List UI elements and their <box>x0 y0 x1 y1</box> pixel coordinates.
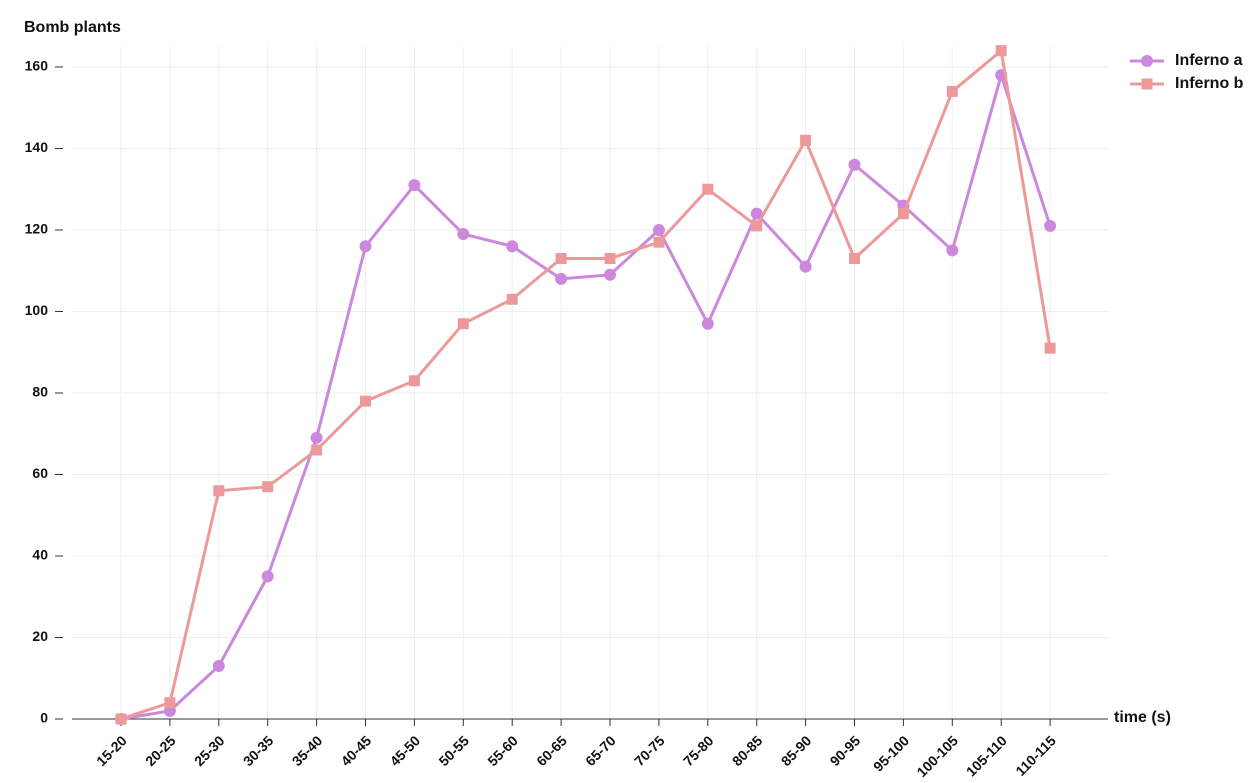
marker <box>799 260 812 273</box>
x-tick-label: 105-110 <box>963 732 1010 779</box>
x-tick-label: 50-55 <box>435 732 472 769</box>
legend-marker <box>1141 78 1153 90</box>
marker <box>751 220 763 232</box>
x-tick-label: 65-70 <box>582 732 619 769</box>
marker <box>506 240 519 253</box>
marker <box>750 207 763 220</box>
marker <box>702 183 714 195</box>
x-tick-label: 55-60 <box>484 732 521 769</box>
marker <box>555 272 568 285</box>
x-tick-label: 110-115 <box>1012 732 1059 779</box>
y-tick-label: 140 <box>25 139 49 155</box>
x-tick-label: 70-75 <box>631 732 668 769</box>
marker <box>457 228 470 241</box>
marker <box>653 236 665 248</box>
y-tick-label: 20 <box>32 628 48 644</box>
x-tick-label: 40-45 <box>338 732 375 769</box>
marker <box>261 570 274 583</box>
marker <box>1044 342 1056 354</box>
legend-marker <box>1141 55 1153 67</box>
marker <box>311 444 323 456</box>
marker <box>213 485 225 497</box>
marker <box>848 158 861 171</box>
marker <box>995 45 1007 57</box>
marker <box>310 431 323 444</box>
x-tick-label: 80-85 <box>729 732 766 769</box>
y-tick-label: 100 <box>25 302 49 318</box>
x-tick-label: 95-100 <box>870 732 912 774</box>
x-tick-label: 60-65 <box>533 732 570 769</box>
legend-label: Inferno b <box>1175 75 1244 92</box>
x-tick-label: 90-95 <box>827 732 864 769</box>
y-axis-label: Bomb plants <box>24 19 121 36</box>
marker <box>408 179 421 192</box>
marker <box>652 223 665 236</box>
x-tick-label: 85-90 <box>778 732 815 769</box>
marker <box>946 244 959 257</box>
marker <box>457 318 469 330</box>
marker <box>506 293 518 305</box>
x-tick-label: 30-35 <box>240 732 277 769</box>
y-tick-label: 60 <box>32 465 48 481</box>
marker <box>115 713 127 725</box>
x-tick-label: 20-25 <box>142 732 179 769</box>
marker <box>360 395 371 407</box>
marker <box>262 481 274 493</box>
y-tick-label: 160 <box>25 58 49 74</box>
marker <box>604 253 616 265</box>
marker <box>800 134 812 146</box>
marker <box>164 697 176 709</box>
marker <box>701 317 714 330</box>
marker <box>359 240 372 253</box>
y-tick-label: 0 <box>40 710 48 726</box>
marker <box>604 268 616 281</box>
series-line <box>120 47 1052 721</box>
legend-label: Inferno a <box>1175 52 1243 69</box>
marker <box>212 660 225 673</box>
x-axis-label: time (s) <box>1114 709 1171 726</box>
y-tick-label: 40 <box>32 547 48 563</box>
y-tick-label: 80 <box>32 384 48 400</box>
marker <box>946 85 958 97</box>
marker <box>1044 219 1057 232</box>
x-tick-label: 45-50 <box>387 732 424 769</box>
marker <box>897 208 909 220</box>
x-tick-label: 100-105 <box>913 732 961 780</box>
y-tick-label: 120 <box>25 221 49 237</box>
marker <box>849 253 860 265</box>
series-line <box>120 69 1052 721</box>
x-tick-label: 35-40 <box>289 732 326 769</box>
x-tick-label: 25-30 <box>191 732 228 769</box>
x-tick-label: 75-80 <box>680 732 717 769</box>
x-tick-label: 15-20 <box>93 732 130 769</box>
marker <box>555 253 567 265</box>
marker <box>408 375 420 387</box>
